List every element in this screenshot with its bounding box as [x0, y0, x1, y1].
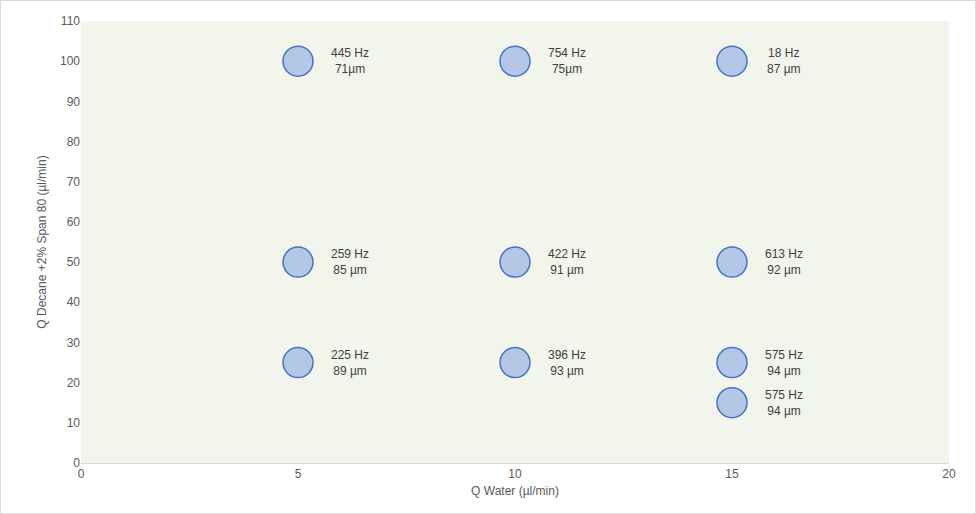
svg-text:18 Hz87 µm: 18 Hz87 µm	[767, 46, 801, 76]
svg-text:445 Hz71µm: 445 Hz71µm	[331, 46, 369, 76]
svg-text:100: 100	[60, 54, 80, 68]
svg-text:110: 110	[61, 14, 80, 28]
svg-text:0: 0	[73, 456, 80, 470]
svg-text:10: 10	[67, 416, 81, 430]
svg-text:70: 70	[67, 175, 81, 189]
svg-text:575 Hz94 µm: 575 Hz94 µm	[765, 348, 803, 378]
svg-text:20: 20	[67, 376, 81, 390]
svg-text:754 Hz75µm: 754 Hz75µm	[548, 46, 586, 76]
svg-text:5: 5	[295, 467, 302, 481]
svg-text:422 Hz91 µm: 422 Hz91 µm	[548, 247, 586, 277]
svg-text:40: 40	[67, 295, 81, 309]
svg-text:10: 10	[508, 467, 522, 481]
svg-text:50: 50	[67, 255, 81, 269]
svg-text:613 Hz92 µm: 613 Hz92 µm	[765, 247, 803, 277]
svg-text:Q Water (µl/min): Q Water (µl/min)	[471, 484, 559, 498]
svg-text:396 Hz93 µm: 396 Hz93 µm	[548, 348, 586, 378]
svg-text:80: 80	[67, 135, 81, 149]
svg-text:20: 20	[942, 467, 956, 481]
svg-text:225 Hz89 µm: 225 Hz89 µm	[331, 348, 369, 378]
svg-text:15: 15	[725, 467, 739, 481]
svg-text:0: 0	[78, 467, 85, 481]
svg-text:30: 30	[67, 336, 81, 350]
svg-text:60: 60	[67, 215, 81, 229]
svg-text:90: 90	[67, 95, 81, 109]
svg-text:575 Hz94 µm: 575 Hz94 µm	[765, 388, 803, 418]
svg-text:Q Decane +2% Span 80 (µl/min): Q Decane +2% Span 80 (µl/min)	[35, 155, 49, 328]
svg-text:259 Hz85 µm: 259 Hz85 µm	[331, 247, 369, 277]
